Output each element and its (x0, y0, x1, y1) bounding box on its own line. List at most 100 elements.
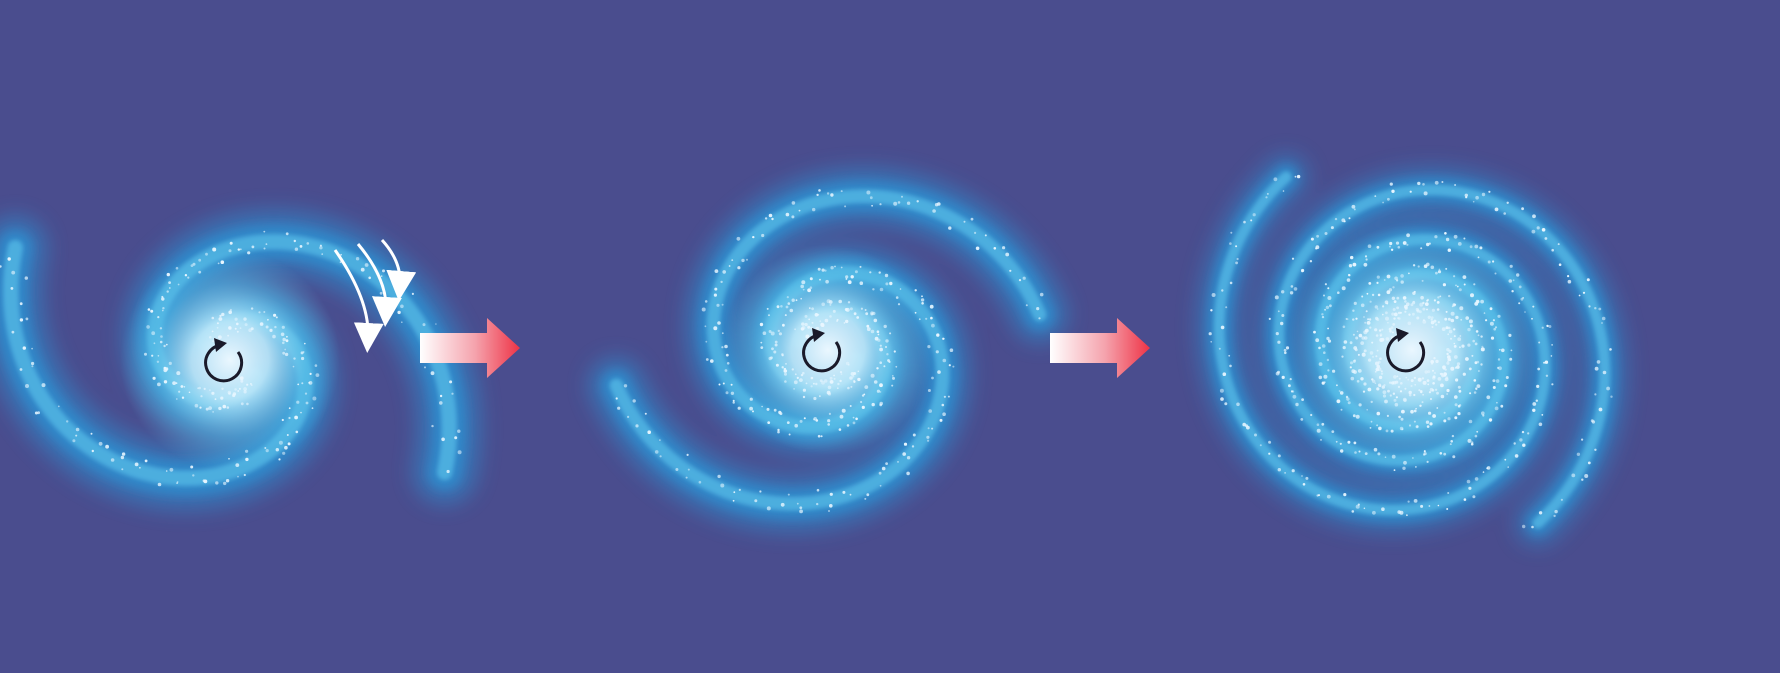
star-dot (1440, 383, 1444, 388)
star-dot (1366, 292, 1369, 295)
star-dot (768, 213, 773, 218)
star-dot (781, 353, 784, 356)
star-dot (1439, 295, 1442, 298)
star-dot (202, 479, 206, 483)
star-dot (1331, 430, 1335, 433)
star-dot (1468, 319, 1473, 324)
star-dot (731, 259, 734, 261)
star-dot (911, 445, 915, 448)
star-dot (1005, 252, 1010, 257)
star-dot (1504, 384, 1508, 388)
star-dot (157, 316, 160, 319)
star-dot (240, 402, 244, 406)
star-dot (1545, 374, 1549, 377)
star-dot (1318, 362, 1323, 366)
star-dot (288, 416, 291, 420)
star-dot (1456, 285, 1459, 288)
star-dot (1465, 196, 1468, 199)
star-dot (1518, 302, 1521, 305)
star-dot (879, 391, 882, 393)
star-dot (749, 406, 753, 411)
star-dot (446, 469, 450, 474)
star-dot (1301, 268, 1305, 273)
star-dot (732, 399, 735, 402)
star-dot (774, 340, 778, 344)
star-dot (297, 383, 300, 386)
star-dot (1291, 257, 1295, 260)
star-dot (799, 378, 803, 382)
star-dot (163, 366, 167, 370)
star-dot (1393, 469, 1396, 471)
star-dot (235, 463, 240, 467)
star-dot (1353, 370, 1357, 374)
star-dot (121, 452, 126, 456)
star-dot (824, 379, 828, 383)
star-dot (963, 220, 966, 223)
star-dot (1476, 360, 1480, 364)
star-dot (1601, 322, 1603, 324)
star-dot (1293, 287, 1298, 291)
star-dot (1398, 317, 1401, 320)
star-dot (1433, 299, 1436, 302)
star-dot (1506, 201, 1509, 204)
star-dot (947, 395, 950, 398)
star-dot (1404, 300, 1407, 303)
star-dot (1283, 348, 1287, 352)
star-dot (1346, 397, 1350, 401)
star-dot (730, 391, 735, 395)
star-dot (1400, 417, 1404, 421)
star-dot (659, 455, 662, 458)
star-dot (1531, 525, 1534, 529)
star-dot (874, 336, 879, 341)
star-dot (212, 411, 214, 413)
star-dot (150, 309, 154, 313)
star-dot (825, 279, 829, 284)
star-dot (308, 381, 313, 385)
star-dot (25, 317, 29, 321)
star-dot (746, 258, 748, 261)
star-dot (1356, 380, 1360, 383)
star-dot (1423, 191, 1428, 196)
star-dot (724, 369, 728, 372)
star-dot (1594, 366, 1599, 371)
star-dot (1394, 276, 1398, 281)
star-dot (939, 418, 943, 422)
star-dot (766, 407, 770, 411)
star-dot (1432, 376, 1436, 380)
star-dot (1443, 411, 1446, 414)
star-dot (1392, 323, 1396, 326)
star-dot (1488, 190, 1491, 193)
star-dot (1402, 296, 1407, 300)
star-dot (1437, 296, 1440, 299)
star-dot (209, 389, 211, 391)
star-dot (1377, 452, 1381, 456)
star-dot (1538, 422, 1543, 427)
star-dot (1442, 283, 1446, 287)
star-dot (192, 474, 195, 477)
star-dot (1469, 245, 1473, 249)
star-dot (259, 322, 264, 326)
star-dot (1541, 326, 1544, 329)
star-dot (1426, 298, 1430, 302)
star-dot (1386, 290, 1391, 295)
star-dot (728, 265, 731, 267)
star-dot (1412, 264, 1416, 267)
star-dot (787, 302, 791, 305)
star-dot (1422, 307, 1426, 311)
star-dot (635, 424, 639, 428)
star-dot (184, 274, 188, 277)
star-dot (1277, 454, 1281, 458)
star-dot (804, 322, 808, 327)
star-dot (1443, 452, 1447, 456)
star-dot (777, 430, 780, 434)
star-dot (764, 217, 768, 220)
star-dot (1467, 438, 1472, 443)
star-dot (0, 265, 2, 268)
star-dot (921, 302, 924, 305)
star-dot (218, 406, 222, 411)
star-dot (1434, 372, 1436, 374)
star-dot (1277, 468, 1282, 472)
star-dot (1363, 349, 1367, 353)
star-dot (801, 322, 805, 326)
star-dot (1501, 348, 1505, 353)
